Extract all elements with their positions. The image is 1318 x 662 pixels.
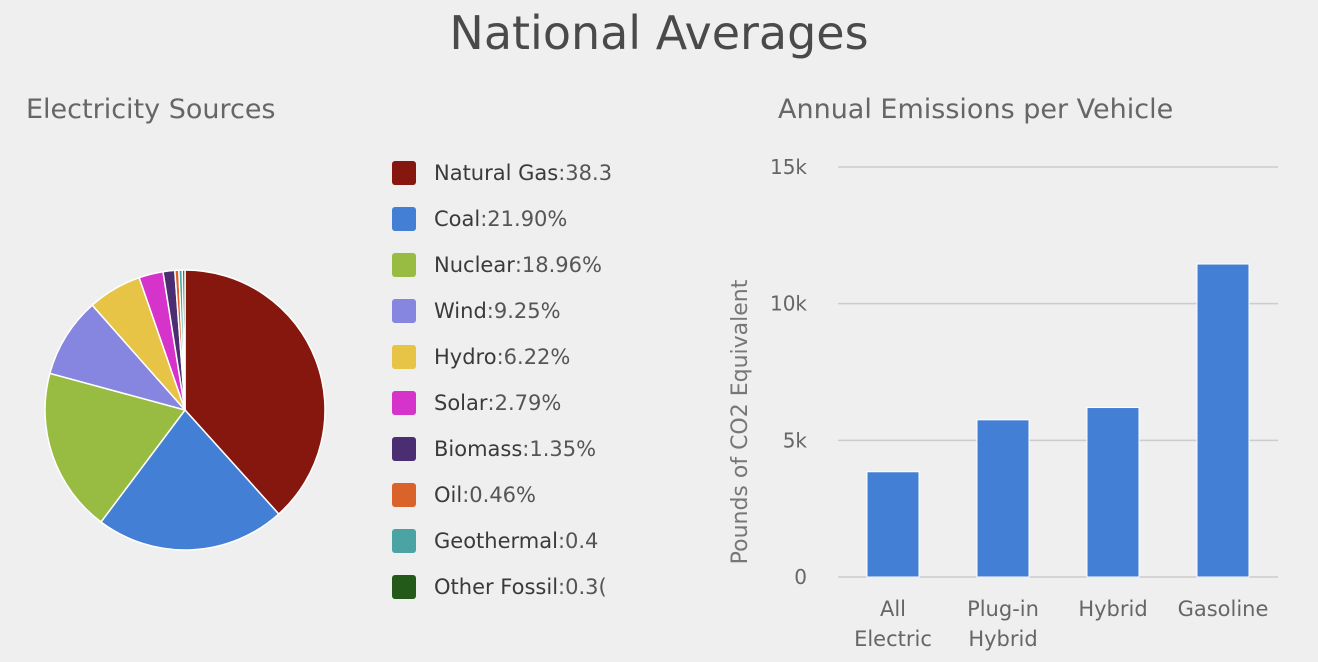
legend-value: 21.90% — [487, 207, 568, 231]
legend-item[interactable]: Other Fossil: 0.3( — [392, 564, 628, 610]
legend-swatch — [392, 575, 416, 599]
legend-label: Natural Gas — [434, 161, 559, 185]
y-axis-label: Pounds of CO2 Equivalent — [728, 279, 753, 564]
annual-emissions-bar-chart: 0 5k 10k 15k Pounds of CO2 Equivalent All Elec… — [728, 155, 1278, 651]
legend-separator: : — [480, 207, 488, 231]
legend-swatch — [392, 299, 416, 323]
bar[interactable] — [1086, 407, 1140, 578]
x-tick-label: Gasoline — [1178, 597, 1269, 621]
y-tick-label: 15k — [770, 155, 807, 179]
pie-slice-natural-gas[interactable] — [184, 269, 326, 516]
y-tick-label: 5k — [783, 428, 808, 452]
legend-label: Nuclear — [434, 253, 515, 277]
legend-swatch — [392, 161, 416, 185]
y-tick-label: 10k — [770, 292, 807, 316]
legend-label: Other Fossil — [434, 575, 559, 599]
legend-swatch — [392, 253, 416, 277]
legend-item[interactable]: Nuclear: 18.96% — [392, 242, 628, 288]
bar-chart-title: Annual Emissions per Vehicle — [778, 94, 1174, 125]
pie-slice-other-fossil[interactable] — [181, 269, 186, 411]
x-tick-label: All — [880, 597, 906, 621]
legend-value: 18.96% — [521, 253, 602, 277]
legend-value: 2.79% — [494, 391, 562, 415]
y-tick-label: 0 — [794, 565, 807, 589]
bar[interactable] — [866, 471, 920, 578]
legend-separator: : — [557, 529, 566, 553]
legend-value: 9.25% — [493, 299, 561, 323]
legend-item[interactable]: Geothermal: 0.4 — [392, 518, 628, 564]
electricity-sources-pie-chart — [44, 269, 326, 551]
legend-value: 0.46% — [469, 483, 536, 507]
legend-label: Biomass — [434, 437, 523, 461]
pie-legend: Natural Gas: 38.3 Coal: 21.90% Nuclear: 18… — [392, 150, 628, 610]
legend-item[interactable]: Oil: 0.46% — [392, 472, 628, 518]
bar[interactable] — [976, 419, 1030, 578]
legend-value: 0.3( — [565, 575, 607, 599]
legend-item[interactable]: Solar: 2.79% — [392, 380, 628, 426]
legend-swatch — [392, 345, 416, 369]
legend-value: 38.3 — [565, 161, 613, 185]
legend-separator: : — [522, 437, 530, 461]
legend-item[interactable]: Wind: 9.25% — [392, 288, 628, 334]
legend-separator: : — [487, 391, 495, 415]
legend-swatch — [392, 437, 416, 461]
legend-separator: : — [496, 345, 504, 369]
legend-label: Wind — [434, 299, 487, 323]
legend-value: 6.22% — [503, 345, 571, 369]
legend-separator: : — [514, 253, 522, 277]
pie-chart-title: Electricity Sources — [26, 94, 276, 125]
pie-slice-nuclear[interactable] — [44, 372, 187, 524]
legend-label: Hydro — [434, 345, 497, 369]
legend-label: Coal — [434, 207, 481, 231]
legend-item[interactable]: Hydro: 6.22% — [392, 334, 628, 380]
pie-slice-coal[interactable] — [99, 408, 280, 551]
legend-label: Oil — [434, 483, 463, 507]
legend-separator: : — [558, 161, 566, 185]
pie-slice-wind[interactable] — [48, 304, 188, 412]
legend-swatch — [392, 483, 416, 507]
x-tick-label: Plug-in — [967, 597, 1039, 621]
page-title: National Averages — [449, 6, 869, 60]
legend-separator: : — [486, 299, 494, 323]
legend-swatch — [392, 529, 416, 553]
legend-swatch — [392, 207, 416, 231]
legend-separator: : — [558, 575, 566, 599]
x-tick-label: Hybrid — [1078, 597, 1147, 621]
legend-item[interactable]: Natural Gas: 38.3 — [392, 150, 628, 196]
legend-separator: : — [462, 483, 470, 507]
x-tick-label: Electric — [854, 627, 932, 651]
legend-label: Geothermal — [434, 529, 558, 553]
bar[interactable] — [1196, 263, 1250, 578]
x-tick-label: Hybrid — [968, 627, 1037, 651]
legend-item[interactable]: Coal: 21.90% — [392, 196, 628, 242]
legend-swatch — [392, 391, 416, 415]
legend-item[interactable]: Biomass: 1.35% — [392, 426, 628, 472]
legend-value: 1.35% — [529, 437, 597, 461]
legend-label: Solar — [434, 391, 488, 415]
legend-value: 0.4 — [565, 529, 599, 553]
